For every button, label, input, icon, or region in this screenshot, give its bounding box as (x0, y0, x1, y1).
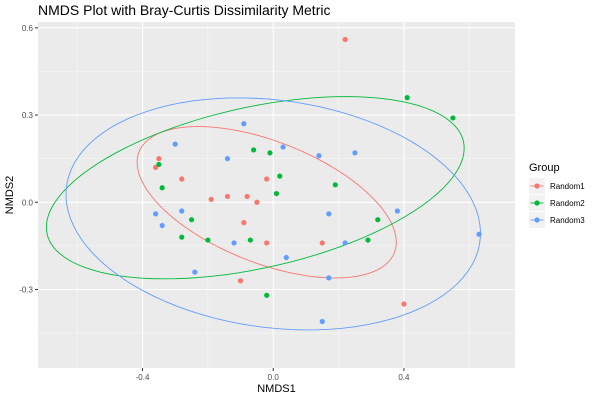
point-random1 (156, 156, 162, 162)
point-random2 (332, 182, 338, 188)
y-tick-label: 0.0 (22, 198, 34, 207)
legend-key-point (534, 183, 540, 189)
x-tick-label: 0.0 (268, 373, 280, 382)
legend-item-random1: Random1 (529, 178, 585, 194)
point-random1 (224, 193, 231, 200)
y-axis-ticks: -0.3 0.0 0.3 0.6 (19, 24, 38, 294)
legend-title: Group (529, 162, 560, 174)
point-random2 (247, 237, 253, 243)
point-random2 (156, 161, 162, 168)
point-random3 (153, 211, 159, 217)
point-random3 (224, 156, 231, 162)
point-random3 (326, 211, 332, 217)
x-axis-title: NMDS1 (257, 383, 296, 395)
point-random2 (179, 234, 185, 240)
point-random3 (316, 153, 322, 159)
legend-label: Random3 (550, 216, 585, 225)
confidence-ellipses (45, 96, 481, 331)
x-tick-label: -0.4 (136, 373, 150, 382)
legend-item-random3: Random3 (529, 212, 585, 228)
point-random3 (283, 254, 289, 261)
point-random2 (375, 217, 381, 223)
point-random3 (352, 150, 358, 156)
y-tick-label: 0.6 (22, 24, 34, 33)
point-random3 (241, 121, 247, 127)
point-random1 (208, 196, 214, 202)
point-random2 (267, 150, 273, 156)
chart-title: NMDS Plot with Bray-Curtis Dissimilarity… (38, 2, 330, 18)
point-random3 (326, 275, 332, 281)
x-axis-ticks: -0.4 0.0 0.4 (136, 368, 410, 382)
point-random2 (273, 190, 280, 197)
legend-items: Random1 Random2 Random3 (529, 178, 585, 228)
point-random2 (188, 217, 195, 223)
point-random2 (450, 115, 456, 121)
point-random3 (394, 208, 400, 214)
point-random3 (159, 222, 165, 229)
point-random3 (231, 240, 237, 246)
ellipse-random1 (136, 126, 397, 279)
point-random2 (159, 185, 165, 191)
legend-key-point (534, 217, 540, 223)
point-random1 (241, 220, 247, 226)
ellipse-random3 (65, 97, 481, 331)
point-random2 (277, 173, 283, 179)
grid-lines (38, 22, 515, 368)
legend-key-point (534, 200, 540, 206)
point-random1 (264, 240, 270, 246)
point-random2 (251, 147, 257, 153)
y-tick-label: 0.3 (22, 111, 34, 120)
y-tick-label: -0.3 (19, 285, 33, 294)
point-random3 (319, 318, 325, 325)
point-random2 (205, 237, 211, 243)
point-random1 (342, 36, 348, 43)
point-random2 (365, 237, 371, 243)
x-tick-label: 0.4 (398, 373, 410, 382)
point-random1 (244, 193, 250, 200)
legend-item-random2: Random2 (529, 195, 585, 211)
point-random2 (264, 292, 270, 298)
point-random3 (342, 240, 348, 246)
legend-label: Random1 (550, 182, 585, 191)
point-random1 (264, 176, 270, 182)
point-random1 (237, 278, 244, 284)
point-random3 (179, 208, 185, 214)
y-axis-title: NMDS2 (4, 176, 16, 215)
point-random1 (401, 301, 407, 307)
point-random3 (192, 269, 198, 275)
point-random1 (319, 240, 325, 246)
point-random1 (179, 176, 185, 182)
point-random3 (476, 231, 482, 237)
data-points (153, 36, 482, 325)
ellipse-random2 (45, 96, 465, 280)
point-random3 (280, 144, 286, 150)
legend-label: Random2 (550, 199, 585, 208)
point-random1 (254, 199, 260, 205)
legend: Group Random1 Random2 Random3 (529, 162, 585, 228)
point-random2 (404, 95, 410, 101)
point-random3 (172, 141, 178, 147)
